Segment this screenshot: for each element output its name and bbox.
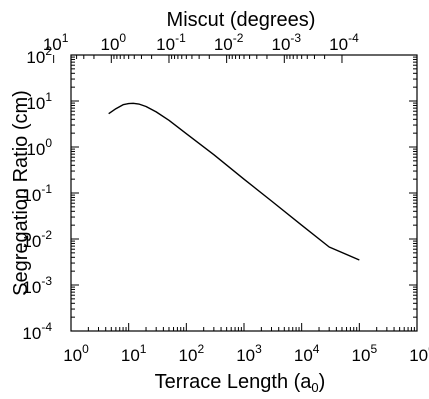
x-tick-label: 101 [121,342,147,365]
x-tick-label-base: 10 [121,346,140,365]
x-tick-label-base: 10 [236,346,255,365]
series-layer [108,102,360,261]
x-tick-label-exponent: 1 [140,342,147,356]
x-tick-label: 100 [63,342,89,365]
x-axis-label-main: Terrace Length (a [155,371,313,393]
x-axis-label-suffix: ) [319,371,326,393]
x-tick-label-exponent: 0 [82,342,89,356]
y-tick-label-exponent: -2 [41,228,52,242]
y-tick-label: 10-4 [22,320,52,343]
top-tick-label: 101 [43,31,69,54]
top-tick-label-base: 10 [156,35,175,54]
y-tick-label-exponent: -4 [41,320,52,334]
top-tick-label-base: 10 [101,35,120,54]
top-tick-label: 10-3 [272,31,302,54]
top-tick-label: 10-1 [156,31,186,54]
y-tick-label: 10-1 [22,182,52,205]
top-tick-label-exponent: 1 [62,31,69,45]
top-tick-label-exponent: 0 [119,31,126,45]
top-tick-label: 10-2 [214,31,244,54]
x-tick-label-base: 10 [294,346,313,365]
top-tick-label-base: 10 [272,35,291,54]
x-tick-label: 104 [294,342,320,365]
minor-ticks [71,56,417,331]
y-tick-label-base: 10 [22,232,41,251]
y-tick-label-base: 10 [22,324,41,343]
x-axis-label-sub: 0 [311,380,318,395]
series-line-0 [108,102,360,261]
top-tick-label-exponent: -3 [290,31,301,45]
top-tick-label-base: 10 [329,35,348,54]
y-tick-label: 100 [26,136,52,159]
x-tick-label-exponent: 4 [313,342,320,356]
y-tick-label: 101 [26,90,52,113]
top-tick-label-exponent: -2 [233,31,244,45]
y-tick-label-exponent: 2 [45,44,52,58]
y-tick-label-base: 10 [26,48,45,67]
x-tick-label-base: 10 [179,346,198,365]
x-axis-ticks: 100101102103104105106 [63,323,429,365]
top-tick-label: 100 [101,31,127,54]
y-tick-label-base: 10 [22,186,41,205]
x-tick-label-base: 10 [352,346,371,365]
x-tick-label-base: 10 [63,346,82,365]
y-tick-label: 10-3 [22,274,52,297]
x-tick-label-base: 10 [409,346,428,365]
x-tick-label: 102 [179,342,205,365]
y-tick-label: 10-2 [22,228,52,251]
y-tick-label-exponent: 1 [45,90,52,104]
y-tick-label-base: 10 [22,278,41,297]
y-tick-label-exponent: -3 [41,274,52,288]
y-tick-label: 102 [26,44,52,67]
x-tick-label: 106 [409,342,429,365]
top-tick-label-exponent: -4 [348,31,359,45]
y-tick-label-exponent: -1 [41,182,52,196]
top-axis-title: Miscut (degrees) [167,9,316,31]
y-tick-label-exponent: 0 [45,136,52,150]
top-tick-label-base: 10 [43,35,62,54]
plot-frame [70,54,418,332]
x-tick-label: 103 [236,342,262,365]
x-tick-label: 105 [352,342,378,365]
y-tick-label-base: 10 [26,140,45,159]
x-tick-label-exponent: 2 [197,342,204,356]
x-tick-label-exponent: 3 [255,342,262,356]
top-axis-label: Miscut (degrees) [167,9,316,31]
top-axis-ticks: 101 100 10-1 10-2 10-3 10-4 [43,31,359,63]
top-tick-label: 10-4 [329,31,359,54]
x-axis-label: Terrace Length (a0) [155,371,326,395]
y-tick-label-base: 10 [26,94,45,113]
top-tick-label-base: 10 [214,35,233,54]
y-axis-label: Segregation Ratio (cm) [10,90,32,296]
x-tick-label-exponent: 5 [370,342,377,356]
top-tick-label-exponent: -1 [175,31,186,45]
